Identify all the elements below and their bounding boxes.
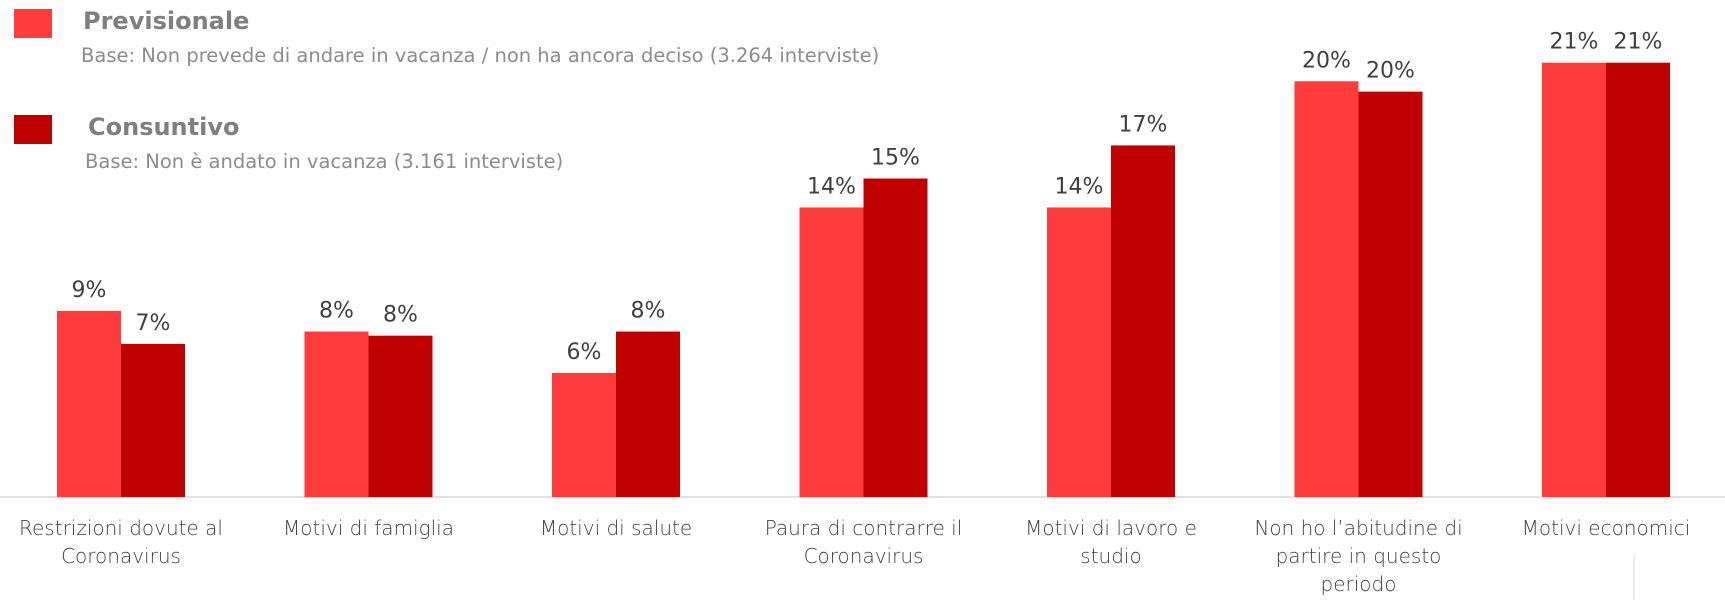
bar bbox=[304, 331, 369, 497]
data-label: 8% bbox=[631, 299, 666, 324]
legend-note: Base: Non prevede di andare in vacanza /… bbox=[81, 44, 879, 67]
data-label: 21% bbox=[1614, 30, 1663, 55]
bar bbox=[863, 178, 928, 497]
data-label: 6% bbox=[567, 340, 602, 365]
bar bbox=[552, 372, 616, 497]
x-tick-label: Paura di contrarre il Coronavirus bbox=[764, 516, 963, 568]
bar bbox=[368, 335, 433, 497]
bar bbox=[1606, 62, 1670, 497]
bar bbox=[616, 331, 680, 497]
x-tick-label: Motivi di lavoro e studio bbox=[1025, 516, 1197, 568]
x-tick-label: Motivi di famiglia bbox=[283, 516, 454, 540]
data-label: 8% bbox=[383, 303, 418, 328]
bar bbox=[1358, 91, 1423, 498]
data-label: 17% bbox=[1119, 112, 1168, 137]
legend-note: Base: Non è andato in vacanza (3.161 int… bbox=[85, 150, 563, 173]
data-label: 20% bbox=[1366, 59, 1415, 84]
bar bbox=[1111, 145, 1175, 497]
x-tick-label: Motivi di salute bbox=[539, 516, 693, 540]
x-tick-label: Motivi economici bbox=[1521, 516, 1691, 540]
legend-label: Previsionale bbox=[83, 7, 249, 35]
data-label: 20% bbox=[1302, 48, 1351, 73]
legend-swatch bbox=[14, 115, 52, 144]
bar bbox=[799, 207, 864, 498]
data-label: 15% bbox=[871, 146, 920, 171]
bar bbox=[1294, 81, 1359, 497]
bar bbox=[1047, 207, 1111, 498]
data-label: 14% bbox=[807, 174, 856, 199]
bar bbox=[1542, 62, 1606, 497]
data-label: 9% bbox=[72, 278, 107, 303]
x-tick-label: Restrizioni dovute al Coronavirus bbox=[19, 516, 223, 568]
x-tick-label: Non ho l’abitudine di partire in questo … bbox=[1254, 516, 1463, 596]
legend-swatch bbox=[14, 9, 52, 38]
data-label: 8% bbox=[319, 299, 354, 324]
data-label: 21% bbox=[1550, 30, 1599, 55]
data-label: 7% bbox=[136, 311, 171, 336]
legend-label: Consuntivo bbox=[88, 113, 239, 141]
data-label: 14% bbox=[1055, 174, 1104, 199]
bar bbox=[57, 310, 121, 497]
bar bbox=[121, 343, 185, 497]
